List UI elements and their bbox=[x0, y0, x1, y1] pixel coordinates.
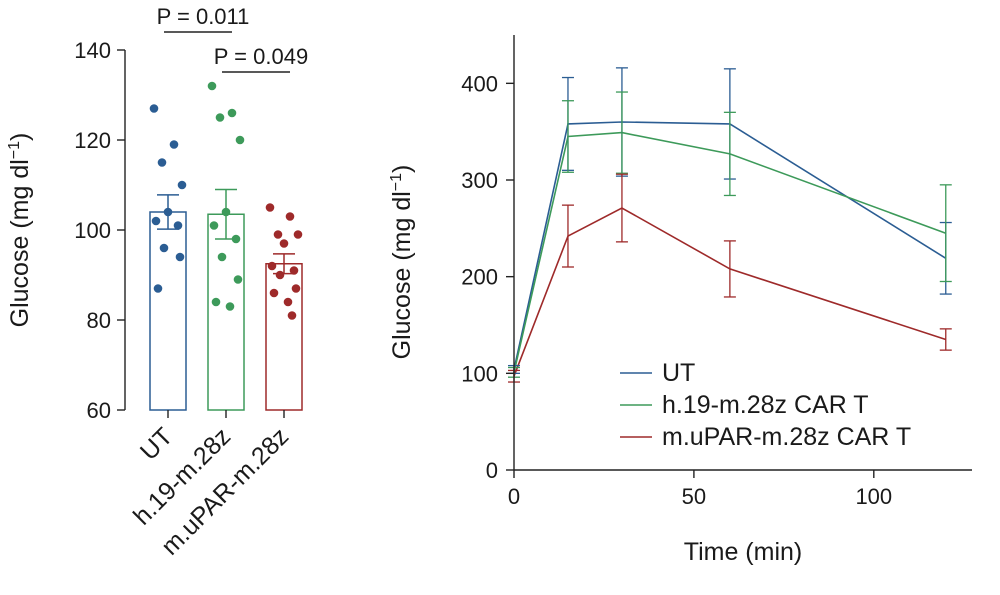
bar-marks bbox=[149, 188, 303, 411]
y-axis-title-close: ) bbox=[388, 165, 416, 173]
data-point bbox=[217, 252, 227, 262]
significance-annotations: P = 0.011 P = 0.049 bbox=[157, 4, 308, 73]
data-point bbox=[175, 252, 185, 262]
data-point bbox=[227, 108, 237, 118]
data-point bbox=[221, 207, 231, 217]
legend: UT h.19-m.28z CAR T m.uPAR-m.28z CAR T bbox=[620, 359, 911, 451]
x-tick-label: 50 bbox=[682, 484, 706, 509]
data-point bbox=[157, 158, 167, 167]
x-axis-title: Time (min) bbox=[684, 538, 803, 566]
data-point bbox=[289, 266, 299, 275]
data-point bbox=[159, 243, 169, 253]
bar bbox=[207, 213, 245, 411]
data-point bbox=[267, 261, 277, 271]
y-tick-label: 120 bbox=[74, 128, 111, 153]
y-tick-label: 140 bbox=[74, 38, 111, 63]
data-point bbox=[215, 113, 225, 122]
data-point bbox=[177, 180, 187, 190]
y-axis-title-superscript: −1 bbox=[6, 141, 23, 159]
x-axis-ticks: 0 50 100 bbox=[508, 470, 892, 509]
p-value-label: P = 0.011 bbox=[157, 4, 250, 29]
legend-label: UT bbox=[662, 359, 695, 387]
legend-label: m.uPAR-m.28z CAR T bbox=[662, 423, 911, 451]
data-point bbox=[173, 221, 183, 230]
bar bbox=[149, 211, 187, 411]
data-point bbox=[291, 284, 301, 293]
data-point bbox=[285, 212, 295, 221]
x-category-label: UT bbox=[135, 422, 178, 465]
data-point bbox=[283, 297, 293, 307]
y-tick-label: 0 bbox=[486, 458, 498, 483]
data-point bbox=[207, 81, 217, 91]
data-point bbox=[235, 135, 245, 145]
y-axis-title: Glucose (mg dl−1) bbox=[6, 133, 34, 328]
y-axis-title-text: Glucose (mg dl bbox=[6, 159, 34, 327]
data-point bbox=[153, 284, 163, 293]
data-point bbox=[231, 234, 241, 244]
y-tick-label: 200 bbox=[461, 265, 498, 290]
legend-label: h.19-m.28z CAR T bbox=[662, 391, 869, 419]
x-tick-label: 100 bbox=[855, 484, 892, 509]
y-tick-label: 60 bbox=[87, 398, 111, 423]
y-axis-title-close: ) bbox=[6, 133, 34, 141]
line-chart-panel: 0 100 200 300 400 0 50 100 Glucose (mg dl−1) T… bbox=[388, 35, 972, 566]
y-axis-title-text: Glucose (mg dl bbox=[388, 191, 416, 359]
y-tick-label: 300 bbox=[461, 168, 498, 193]
y-axis-ticks: 60 80 100 120 140 bbox=[74, 38, 125, 423]
data-point bbox=[151, 216, 161, 226]
p-value-label: P = 0.049 bbox=[214, 44, 308, 69]
data-point bbox=[211, 297, 221, 307]
data-point bbox=[265, 203, 275, 212]
data-point bbox=[169, 140, 179, 149]
data-point bbox=[287, 311, 297, 320]
data-point bbox=[275, 270, 285, 280]
data-point bbox=[233, 275, 243, 284]
data-point bbox=[293, 230, 303, 239]
y-tick-label: 100 bbox=[74, 218, 111, 243]
error-bars bbox=[508, 67, 952, 383]
bar-chart-panel: P = 0.011 P = 0.049 60 80 100 120 140 UTh.19… bbox=[6, 4, 308, 561]
y-tick-label: 80 bbox=[87, 308, 111, 333]
data-point bbox=[163, 207, 173, 217]
y-tick-label: 400 bbox=[461, 71, 498, 96]
data-point bbox=[149, 104, 159, 113]
y-axis-ticks: 0 100 200 300 400 bbox=[461, 71, 514, 483]
x-tick-label: 0 bbox=[508, 484, 520, 509]
y-axis-title: Glucose (mg dl−1) bbox=[388, 165, 416, 360]
data-point bbox=[279, 239, 289, 248]
data-point bbox=[209, 221, 219, 230]
data-point bbox=[273, 230, 283, 239]
data-point bbox=[269, 288, 279, 298]
bar-points bbox=[149, 81, 303, 320]
y-axis-title-superscript: −1 bbox=[388, 173, 405, 191]
y-tick-label: 100 bbox=[461, 361, 498, 386]
data-point bbox=[225, 302, 235, 311]
